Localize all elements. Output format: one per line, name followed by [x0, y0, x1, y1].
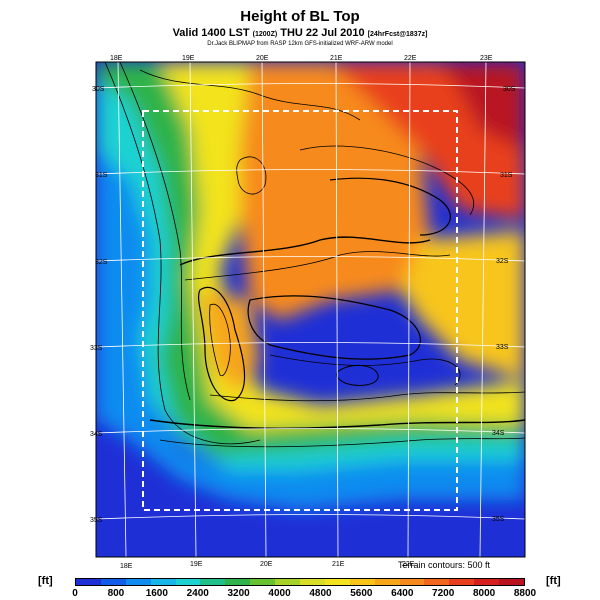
valid-time-line: Valid 1400 LST (1200Z) THU 22 Jul 2010 […: [0, 27, 600, 39]
colorbar-segment: [374, 579, 400, 585]
terrain-contours-note: Terrain contours: 500 ft: [398, 560, 491, 570]
colorbar-segment: [125, 579, 151, 585]
tick-top-22e: 22E: [404, 55, 417, 62]
colorbar-segment: [275, 579, 301, 585]
light-orange-zone: [400, 230, 525, 380]
colorbar-label: 0: [72, 588, 78, 599]
tick-top-21e: 21E: [330, 55, 343, 62]
colorbar-label: 3200: [227, 588, 250, 599]
right-tick-labels: 30S 31S 32S 33S 34S 35S: [492, 86, 516, 523]
tick-right-34s: 34S: [492, 430, 505, 437]
map-field: [96, 62, 525, 557]
tick-right-35s: 35S: [492, 516, 505, 523]
tick-bottom-18e: 18E: [120, 563, 133, 570]
tick-bottom-19e: 19E: [190, 561, 203, 568]
tick-right-33s: 33S: [496, 344, 509, 351]
tick-top-18e: 18E: [110, 55, 123, 62]
lat-lon-grid: [96, 62, 525, 557]
colorbar-segment: [250, 579, 276, 585]
colorbar-segment: [76, 579, 101, 585]
colorbar-label: 8800: [513, 588, 537, 599]
tick-top-19e: 19E: [182, 55, 195, 62]
colorbar-unit-left: [ft]: [38, 575, 53, 587]
tick-top-20e: 20E: [256, 55, 269, 62]
tick-bottom-22e: 22E: [402, 561, 415, 568]
colorbar-segment: [449, 579, 475, 585]
colorbar-label: 5600: [350, 588, 373, 599]
colorbar-segment: [150, 579, 176, 585]
valid-forecast: [24hrFcst@1837z]: [367, 31, 428, 38]
tick-bottom-20e: 20E: [260, 561, 273, 568]
colorbar-segment: [424, 579, 450, 585]
map-subtitle: Dr.Jack BLIPMAP from RASP 12km GFS-initi…: [207, 41, 393, 47]
colorbar-unit-right: [ft]: [546, 575, 561, 587]
colorbar-label: 1600: [145, 588, 168, 599]
bottom-tick-labels: 18E 19E 20E 21E 22E: [120, 561, 415, 570]
tick-right-32s: 32S: [496, 258, 509, 265]
sea-blue-zone: [96, 150, 525, 510]
colorbar-segment: [474, 579, 500, 585]
tick-right-30s: 30S: [503, 86, 516, 93]
valid-code: (1200Z): [252, 31, 278, 38]
orange-zone: [240, 62, 430, 320]
tick-left-35s: 35S: [90, 517, 103, 524]
colorbar-segment: [324, 579, 350, 585]
colorbar-label: 800: [107, 588, 125, 599]
left-tick-labels: 30S 31S 32S 33S 34S 35S: [90, 86, 108, 524]
tick-right-31s: 31S: [500, 172, 513, 179]
valid-date: THU 22 Jul 2010: [280, 27, 365, 39]
colorbar-segment: [349, 579, 375, 585]
tick-bottom-21e: 21E: [332, 561, 345, 568]
tick-left-30s: 30S: [92, 86, 105, 93]
colorbar-segment: [225, 579, 251, 585]
colorbar-label: 6400: [391, 588, 414, 599]
colorbar-label: 8000: [472, 588, 496, 599]
colorbar-segment: [175, 579, 201, 585]
tick-left-31s: 31S: [95, 172, 108, 179]
tick-top-23e: 23E: [480, 55, 493, 62]
terrain-contours: [104, 62, 525, 448]
tick-left-34s: 34S: [90, 431, 103, 438]
map-frame: [95, 61, 526, 558]
colorbar-label: 2400: [186, 588, 209, 599]
colorbar-label: 4000: [268, 588, 291, 599]
inner-domain-box: [142, 110, 458, 511]
colorbar-segment: [300, 579, 325, 585]
map-title: Height of BL Top: [240, 8, 360, 25]
colorbar-label: 4800: [309, 588, 332, 599]
colorbar-segment: [100, 579, 126, 585]
colorbar-label: 7200: [432, 588, 455, 599]
colorbar: [75, 578, 525, 586]
colorbar-segment: [399, 579, 425, 585]
tick-left-32s: 32S: [95, 259, 108, 266]
deep-red-zone: [440, 62, 525, 150]
tick-left-33s: 33S: [90, 345, 103, 352]
colorbar-segment: [499, 579, 525, 585]
valid-prefix: Valid 1400 LST: [172, 27, 250, 39]
top-tick-labels: 18E 19E 20E 21E 22E 23E: [110, 55, 493, 62]
colorbar-segment: [200, 579, 226, 585]
